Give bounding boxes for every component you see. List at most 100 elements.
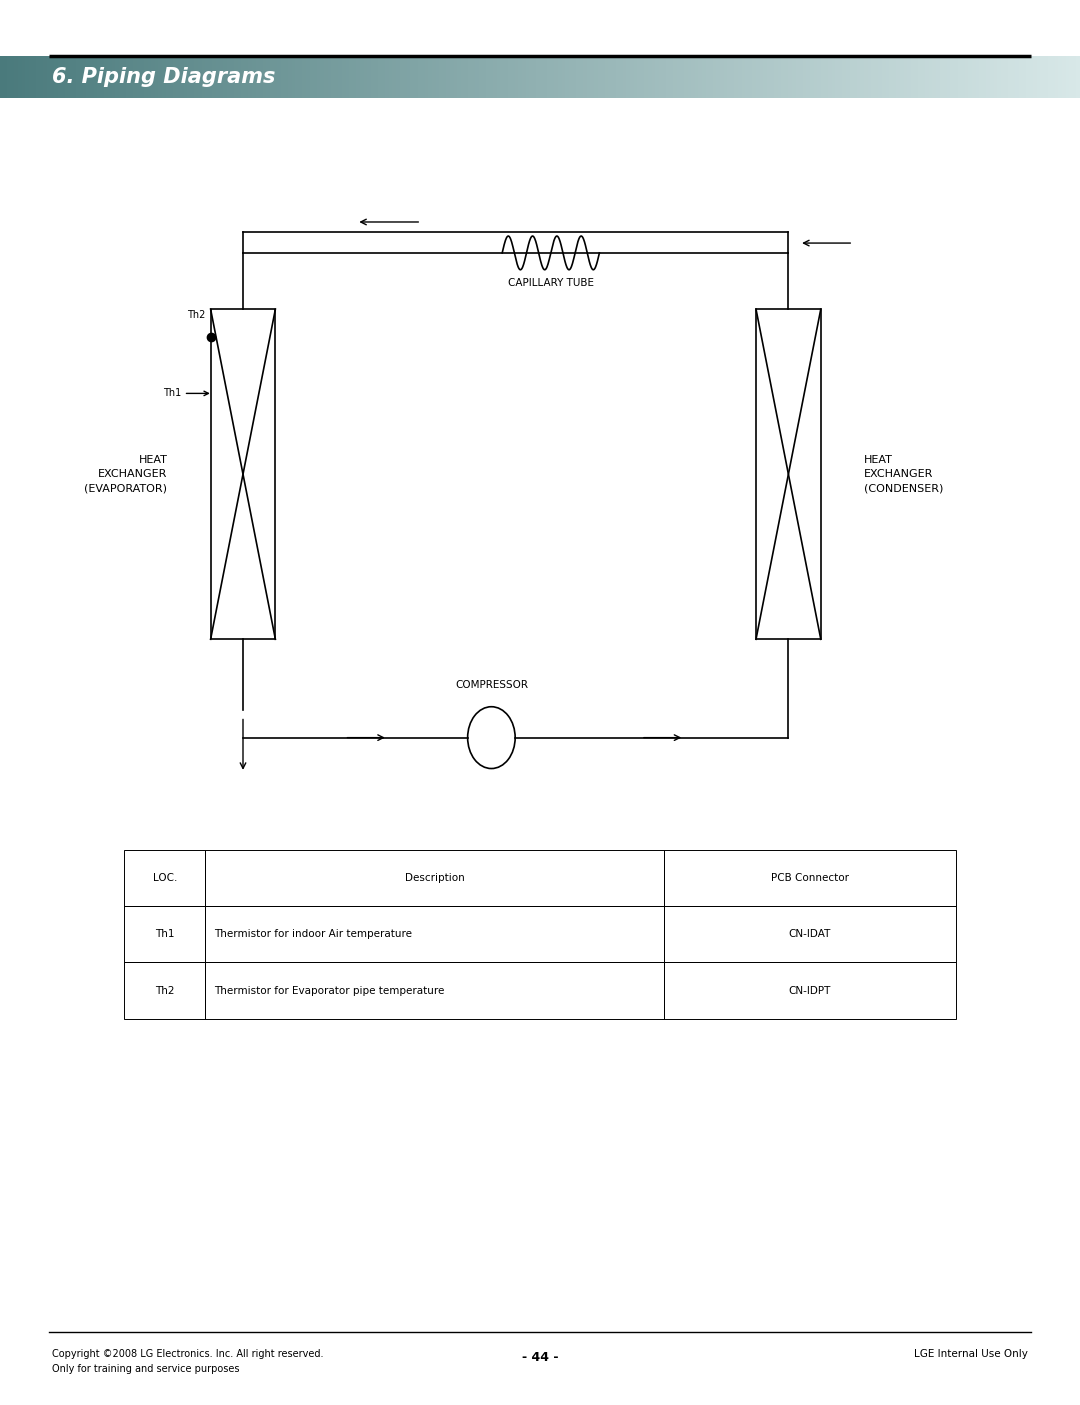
Bar — [1066, 56, 1069, 98]
Text: HEAT
EXCHANGER
(EVAPORATOR): HEAT EXCHANGER (EVAPORATOR) — [84, 455, 167, 493]
Text: Th2: Th2 — [154, 985, 175, 996]
Bar — [154, 56, 159, 98]
Bar — [346, 56, 349, 98]
Bar — [1072, 56, 1077, 98]
Bar — [670, 56, 673, 98]
Bar — [936, 56, 940, 98]
Bar — [664, 850, 956, 906]
Bar — [327, 56, 332, 98]
Bar — [11, 56, 14, 98]
Bar — [57, 56, 62, 98]
Bar — [230, 56, 234, 98]
Bar — [324, 56, 327, 98]
Bar — [421, 56, 424, 98]
Bar — [1048, 56, 1051, 98]
Bar — [774, 56, 778, 98]
Bar — [846, 56, 850, 98]
Bar — [504, 56, 508, 98]
Bar — [219, 56, 224, 98]
Bar — [72, 56, 76, 98]
Bar — [753, 56, 756, 98]
Text: Th2: Th2 — [187, 311, 205, 320]
Bar — [36, 56, 40, 98]
Bar — [105, 56, 108, 98]
Bar — [100, 56, 105, 98]
Bar — [569, 56, 572, 98]
Bar — [554, 56, 558, 98]
Bar — [194, 56, 198, 98]
Bar — [148, 56, 151, 98]
Text: Copyright ©2008 LG Electronics. Inc. All right reserved.
Only for training and s: Copyright ©2008 LG Electronics. Inc. All… — [52, 1349, 323, 1374]
Bar — [810, 56, 813, 98]
Bar — [591, 56, 594, 98]
Bar — [122, 56, 126, 98]
Bar — [1018, 56, 1023, 98]
Bar — [677, 56, 680, 98]
Bar — [119, 56, 122, 98]
Bar — [435, 56, 440, 98]
Bar — [126, 56, 130, 98]
Text: Th1: Th1 — [154, 929, 175, 940]
Bar — [1055, 56, 1058, 98]
Text: Description: Description — [405, 873, 464, 884]
Bar — [680, 56, 684, 98]
Bar — [1015, 56, 1018, 98]
Bar — [124, 850, 205, 906]
Text: COMPRESSOR: COMPRESSOR — [455, 680, 528, 690]
Bar — [170, 56, 173, 98]
Bar — [586, 56, 591, 98]
Bar — [0, 56, 3, 98]
Bar — [159, 56, 162, 98]
Bar — [1062, 56, 1066, 98]
Bar — [1008, 56, 1012, 98]
Bar — [440, 56, 443, 98]
Bar — [1058, 56, 1062, 98]
Bar — [742, 56, 745, 98]
Bar — [664, 962, 956, 1019]
Bar — [807, 56, 810, 98]
Bar — [464, 56, 468, 98]
Bar — [335, 56, 338, 98]
Bar — [486, 56, 489, 98]
Bar — [958, 56, 961, 98]
Bar — [137, 56, 140, 98]
Text: 6. Piping Diagrams: 6. Piping Diagrams — [52, 67, 275, 87]
Bar — [43, 56, 46, 98]
Text: CN-IDPT: CN-IDPT — [788, 985, 832, 996]
Bar — [664, 906, 956, 962]
Bar — [414, 56, 418, 98]
Bar — [835, 56, 839, 98]
Bar — [151, 56, 154, 98]
Text: HEAT
EXCHANGER
(CONDENSER): HEAT EXCHANGER (CONDENSER) — [864, 455, 943, 493]
Bar — [332, 56, 335, 98]
Bar — [940, 56, 943, 98]
Bar — [302, 56, 306, 98]
Bar — [980, 56, 983, 98]
Bar — [338, 56, 342, 98]
Bar — [986, 56, 990, 98]
Bar — [828, 56, 832, 98]
Bar — [267, 56, 270, 98]
Bar — [529, 56, 532, 98]
Bar — [788, 56, 792, 98]
Text: Thermistor for Evaporator pipe temperature: Thermistor for Evaporator pipe temperatu… — [214, 985, 444, 996]
Bar — [342, 56, 346, 98]
Bar — [208, 56, 213, 98]
Bar — [867, 56, 872, 98]
Bar — [1037, 56, 1040, 98]
Bar — [356, 56, 360, 98]
Bar — [748, 56, 753, 98]
Bar — [51, 56, 54, 98]
Bar — [508, 56, 511, 98]
Bar — [562, 56, 565, 98]
Bar — [551, 56, 554, 98]
Bar — [245, 56, 248, 98]
Bar — [360, 56, 364, 98]
Bar — [211, 309, 275, 639]
Bar — [626, 56, 630, 98]
Bar — [576, 56, 580, 98]
Bar — [443, 56, 446, 98]
Text: - 44 -: - 44 - — [522, 1350, 558, 1364]
Bar — [802, 56, 807, 98]
Bar — [205, 906, 664, 962]
